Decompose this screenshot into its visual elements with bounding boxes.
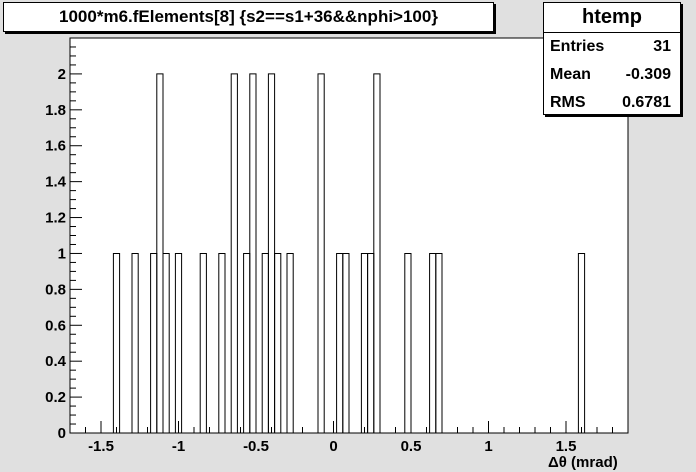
y-tick-label: 2 [58,66,66,83]
y-tick-label: 0.8 [45,281,66,298]
x-tick-label: 1.5 [556,438,577,455]
stats-mean-label: Mean [550,66,591,83]
x-tick-label: -1.5 [88,438,114,455]
histogram-bar [274,252,282,433]
x-tick-label: -0.5 [243,438,269,455]
histogram-bar [112,252,121,433]
histogram-title-box: 1000*m6.fElements[8] {s2==s1+36&&nphi>10… [3,2,494,32]
histogram-bins [112,73,586,433]
y-tick-label: 0.6 [45,317,66,334]
stats-row-entries: Entries 31 [544,33,680,61]
stats-mean-value: -0.309 [625,66,671,83]
y-tick-label: 1.8 [45,102,66,119]
stats-entries-value: 31 [653,38,671,55]
y-tick-label: 0.4 [45,353,67,370]
x-axis-label: Δθ (mrad) [548,454,618,471]
x-tick-label: 1 [484,438,492,455]
stats-rms-value: 0.6781 [622,94,671,111]
histogram-bar [230,73,238,433]
y-tick-label: 1 [58,245,66,262]
histogram-bar [249,73,257,433]
y-tick-label: 0.2 [45,389,66,406]
histogram-bar [404,252,412,433]
x-tick-label: 0.5 [401,438,422,455]
histogram-bar [577,252,586,433]
x-tick-label: 0 [329,438,337,455]
x-tick-label: -1 [172,438,185,455]
histogram-title: 1000*m6.fElements[8] {s2==s1+36&&nphi>10… [59,7,438,26]
y-tick-label: 1.2 [45,210,66,227]
histogram-bar [373,73,381,433]
histogram-bar [286,252,294,433]
histogram-bar [131,252,139,433]
histogram-bar [342,252,350,433]
histogram-bar [218,252,226,433]
histogram-bar [162,252,170,433]
x-axis: -1.5 -1 -0.5 0 0.5 1 1.5 [69,421,629,455]
y-axis: 0 0.2 0.4 0.6 0.8 1 1.2 1.4 1.6 1.8 2 [45,46,82,442]
y-tick-label: 0 [58,425,66,442]
histogram-bar [199,252,207,433]
histogram-bar [174,252,183,433]
stats-entries-label: Entries [550,38,605,55]
stats-row-rms: RMS 0.6781 [544,89,680,117]
histogram-bar [317,73,325,433]
stats-rms-label: RMS [550,94,586,111]
stats-name: htemp [544,3,680,33]
y-tick-label: 1.6 [45,138,66,155]
stats-row-mean: Mean -0.309 [544,61,680,89]
y-tick-label: 1.4 [45,174,67,191]
histogram-bar [435,252,443,433]
stats-box: htemp Entries 31 Mean -0.309 RMS 0.6781 [543,2,681,115]
